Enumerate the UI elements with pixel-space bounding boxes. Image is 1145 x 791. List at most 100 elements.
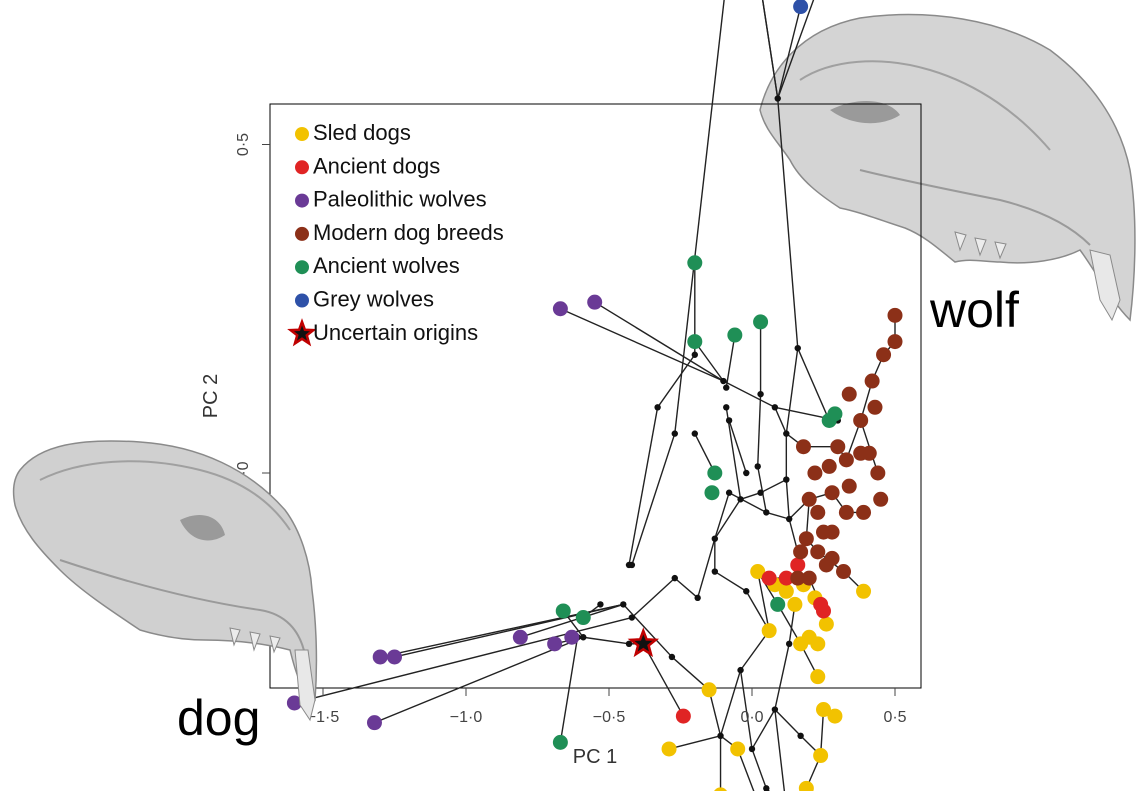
point-sled-dogs (816, 702, 831, 718)
point-ancient-dogs (816, 603, 831, 619)
tree-node (763, 509, 770, 516)
point-modern-dog-breeds (830, 439, 846, 455)
tree-node (783, 430, 790, 437)
point-modern-dog-breeds (821, 458, 837, 474)
tree-edge (757, 571, 770, 631)
tree-edge (674, 0, 725, 434)
point-sled-dogs (810, 669, 826, 685)
tree-edge (777, 0, 815, 99)
tree-edge (559, 637, 579, 743)
point-modern-dog-breeds (887, 334, 903, 350)
tree-node (785, 515, 793, 523)
point-paleolithic-wolves (286, 695, 302, 711)
point-ancient-wolves (827, 406, 843, 422)
point-modern-dog-breeds (801, 491, 817, 507)
legend-marker (295, 127, 309, 141)
tree-edge (674, 577, 699, 599)
point-paleolithic-wolves (512, 629, 528, 645)
tree-node (737, 496, 744, 503)
point-modern-dog-breeds (887, 307, 903, 323)
point-sled-dogs (856, 583, 872, 599)
tree-edge (740, 492, 761, 500)
tree-node (743, 469, 750, 477)
legend-label: Ancient wolves (313, 253, 460, 278)
wolf-skull-illustration (759, 13, 1136, 322)
tree-node (691, 351, 698, 358)
point-modern-dog-breeds (824, 485, 840, 501)
point-modern-dog-breeds (876, 347, 892, 363)
tree-node (597, 601, 604, 608)
y-axis: 0·00·51·0 (235, 133, 270, 485)
point-ancient-wolves (552, 734, 568, 750)
point-sled-dogs (787, 596, 803, 612)
tree-edge (671, 656, 710, 691)
point-modern-dog-breeds (867, 399, 883, 415)
point-modern-dog-breeds (861, 445, 877, 461)
legend-label: Sled dogs (313, 120, 411, 145)
point-sled-dogs (818, 616, 834, 632)
point-modern-dog-breeds (873, 491, 889, 507)
point-modern-dog-breeds (838, 504, 854, 520)
point-sled-dogs (813, 748, 829, 764)
point-sled-dogs (730, 741, 746, 757)
tree-edge (631, 433, 676, 566)
legend-label: Uncertain origins (313, 320, 478, 345)
tree-node (771, 404, 779, 411)
point-modern-dog-breeds (870, 465, 886, 481)
point-modern-dog-breeds (856, 504, 872, 520)
point-modern-dog-breeds (810, 544, 826, 560)
tree-edge (745, 590, 770, 632)
point-modern-dog-breeds (801, 570, 817, 586)
tree-edge (728, 492, 767, 514)
legend-marker (295, 160, 309, 175)
point-ancient-wolves (753, 314, 769, 330)
point-paleolithic-wolves (564, 629, 580, 645)
tree-edge (631, 577, 676, 619)
tree-node (763, 785, 770, 791)
tree-edge (714, 570, 747, 592)
tree-edge (696, 538, 716, 599)
tree-node (628, 614, 636, 621)
y-axis-label: PC 2 (200, 374, 222, 418)
tree-edge (819, 709, 825, 756)
point-paleolithic-wolves (587, 294, 603, 310)
tree-edge (757, 394, 762, 467)
tree-edge (777, 98, 799, 349)
point-paleolithic-wolves (372, 649, 388, 665)
point-uncertain-origins (627, 627, 660, 658)
point-modern-dog-breeds (853, 412, 869, 428)
point-ancient-wolves (707, 465, 723, 481)
point-sled-dogs (750, 564, 766, 580)
point-modern-dog-breeds (838, 452, 854, 468)
tree-node (620, 601, 627, 608)
tree-edge (520, 603, 624, 638)
point-sled-dogs (714, 787, 727, 791)
point-ancient-dogs (778, 570, 794, 586)
tree-node (723, 384, 730, 391)
point-sled-dogs (761, 623, 777, 639)
tree-edge (737, 748, 755, 791)
dog-label: dog (177, 690, 260, 746)
point-sled-dogs (661, 741, 677, 757)
tree-edge (739, 669, 753, 750)
tree-edge (751, 709, 776, 750)
point-modern-dog-breeds (841, 386, 857, 402)
data-points (286, 0, 903, 791)
tree-edge (751, 748, 767, 789)
tree-node (654, 404, 661, 411)
point-modern-dog-breeds (810, 504, 826, 520)
tree-edge (708, 689, 722, 736)
y-tick-label: 0·5 (235, 133, 252, 156)
tree-edge (668, 735, 721, 750)
plot-frame (269, 103, 922, 689)
point-paleolithic-wolves (547, 636, 563, 652)
point-sled-dogs (778, 583, 794, 599)
point-sled-dogs (827, 708, 843, 724)
tree-edge (774, 643, 790, 710)
tree-node (797, 732, 804, 739)
tree-node (794, 344, 801, 352)
tree-node (668, 653, 676, 661)
legend-label: Paleolithic wolves (313, 187, 487, 212)
legend-label: Grey wolves (313, 287, 434, 312)
legend-label: Modern dog breeds (313, 220, 504, 245)
